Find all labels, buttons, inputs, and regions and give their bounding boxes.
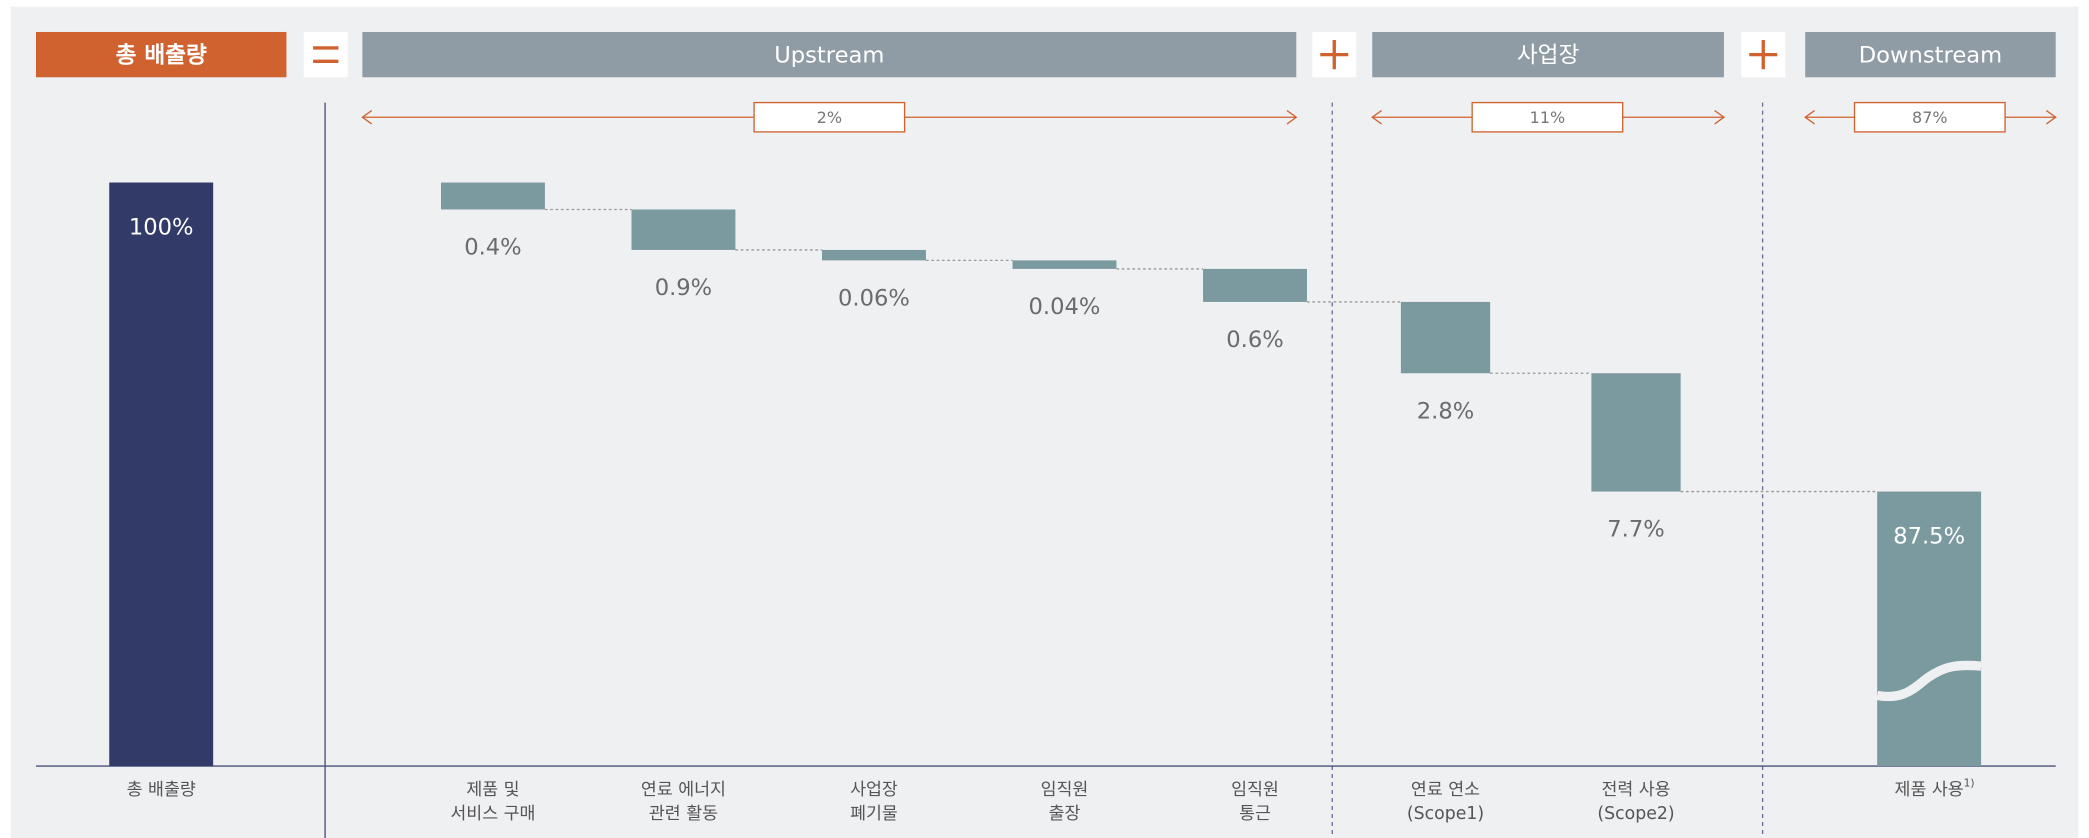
x-tick-label: 제품 및 <box>466 780 519 800</box>
value-label: 2.8% <box>1417 398 1474 424</box>
footnote-mark: 1) <box>1964 776 1975 789</box>
axis-break <box>1876 660 1982 702</box>
x-tick-label: 연료 연소 <box>1411 780 1480 800</box>
plus-icon <box>1320 39 1349 70</box>
x-tick-label: 관련 활동 <box>649 804 718 824</box>
bar <box>440 182 545 210</box>
x-tick-label: 서비스 구매 <box>450 804 535 824</box>
group-header <box>1805 31 2056 78</box>
x-tick-label: 폐기물 <box>850 804 898 824</box>
panel <box>10 6 2079 838</box>
bar <box>1203 268 1307 302</box>
x-tick-label: 임직원 <box>1041 780 1089 800</box>
value-label: 0.6% <box>1226 327 1283 353</box>
x-tick-label: (Scope1) <box>1407 804 1484 824</box>
share-box <box>1471 101 1624 133</box>
value-label: 0.06% <box>838 286 910 312</box>
group-header <box>362 31 1297 78</box>
equals-box <box>303 31 348 78</box>
x-tick-label: 출장 <box>1049 804 1081 824</box>
value-label: 7.7% <box>1607 517 1664 543</box>
x-tick-label: (Scope2) <box>1597 804 1674 824</box>
value-label: 0.9% <box>655 275 712 301</box>
bar <box>1591 373 1681 492</box>
value-label: 0.04% <box>1029 294 1101 320</box>
x-tick-label: 사업장 <box>850 780 898 800</box>
plus-icon <box>1749 39 1778 70</box>
group-label: Upstream <box>774 42 884 68</box>
value-label: 100% <box>129 214 194 240</box>
value-label: 87.5% <box>1893 523 1965 549</box>
bar <box>1400 301 1491 374</box>
x-tick-label: 임직원 <box>1231 780 1279 800</box>
group-label: 사업장 <box>1517 42 1580 68</box>
share-box <box>1853 101 2006 133</box>
group-label: Downstream <box>1859 42 2002 68</box>
x-tick-label: 연료 에너지 <box>641 780 726 800</box>
bar <box>1012 260 1117 269</box>
share-box <box>753 101 906 133</box>
header-box <box>35 31 287 78</box>
x-tick-label: 전력 사용 <box>1601 780 1670 800</box>
x-tick-label: 제품 사용 <box>1895 780 1964 800</box>
value-label: 0.4% <box>464 235 521 261</box>
share-label: 87% <box>1912 108 1948 127</box>
x-tick-label: 총 배출량 <box>127 780 196 800</box>
group-header <box>1372 31 1724 78</box>
share-label: 11% <box>1530 108 1566 127</box>
x-tick-label: 통근 <box>1239 804 1271 824</box>
share-label: 2% <box>817 108 842 127</box>
bar <box>822 249 926 261</box>
header-label: 총 배출량 <box>116 42 207 68</box>
bar <box>1877 491 1982 767</box>
bar <box>109 182 214 767</box>
bar <box>631 209 736 250</box>
